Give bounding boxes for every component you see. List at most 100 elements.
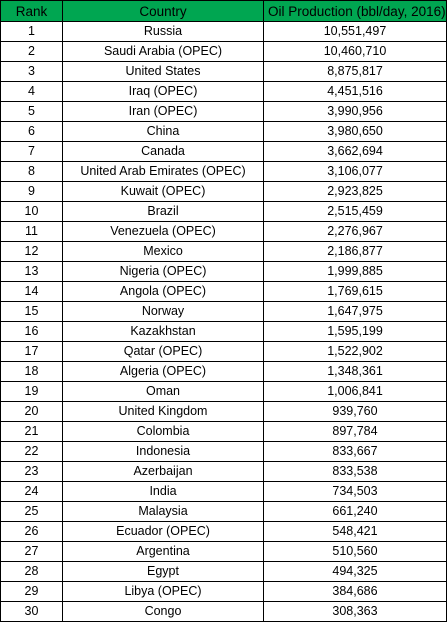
oil-production-cell: 833,538 [263,461,447,482]
oil-production-cell: 8,875,817 [263,61,447,82]
rank-cell: 24 [0,481,63,502]
oil-production-cell: 10,551,497 [263,21,447,42]
country-cell: United States [62,61,264,82]
country-cell: Mexico [62,241,264,262]
rank-cell: 27 [0,541,63,562]
table-row: 9 Kuwait (OPEC) 2,923,825 [0,181,447,202]
country-cell: India [62,481,264,502]
rank-cell: 22 [0,441,63,462]
table-row: 21 Colombia 897,784 [0,421,447,442]
rank-cell: 1 [0,21,63,42]
country-cell: Brazil [62,201,264,222]
country-cell: Azerbaijan [62,461,264,482]
country-cell: Canada [62,141,264,162]
oil-production-cell: 4,451,516 [263,81,447,102]
table-row: 26 Ecuador (OPEC) 548,421 [0,521,447,542]
rank-cell: 14 [0,281,63,302]
table-row: 4 Iraq (OPEC) 4,451,516 [0,81,447,102]
country-cell: Indonesia [62,441,264,462]
column-header-country: Country [62,0,264,22]
country-cell: Venezuela (OPEC) [62,221,264,242]
rank-cell: 26 [0,521,63,542]
table-row: 18 Algeria (OPEC) 1,348,361 [0,361,447,382]
rank-cell: 21 [0,421,63,442]
table-row: 14 Angola (OPEC) 1,769,615 [0,281,447,302]
table-row: 5 Iran (OPEC) 3,990,956 [0,101,447,122]
table-row: 1 Russia 10,551,497 [0,21,447,42]
rank-cell: 25 [0,501,63,522]
country-cell: Colombia [62,421,264,442]
table-row: 19 Oman 1,006,841 [0,381,447,402]
oil-production-cell: 1,006,841 [263,381,447,402]
oil-production-cell: 1,769,615 [263,281,447,302]
rank-cell: 8 [0,161,63,182]
oil-production-cell: 3,980,650 [263,121,447,142]
country-cell: Ecuador (OPEC) [62,521,264,542]
rank-cell: 13 [0,261,63,282]
country-cell: United Arab Emirates (OPEC) [62,161,264,182]
rank-cell: 23 [0,461,63,482]
rank-cell: 5 [0,101,63,122]
rank-cell: 16 [0,321,63,342]
table-row: 28 Egypt 494,325 [0,561,447,582]
oil-production-cell: 10,460,710 [263,41,447,62]
table-row: 29 Libya (OPEC) 384,686 [0,581,447,602]
oil-production-cell: 2,276,967 [263,221,447,242]
table-row: 7 Canada 3,662,694 [0,141,447,162]
oil-production-cell: 734,503 [263,481,447,502]
rank-cell: 4 [0,81,63,102]
rank-cell: 29 [0,581,63,602]
table-row: 10 Brazil 2,515,459 [0,201,447,222]
country-cell: Malaysia [62,501,264,522]
table-row: 3 United States 8,875,817 [0,61,447,82]
oil-production-cell: 833,667 [263,441,447,462]
table-row: 6 China 3,980,650 [0,121,447,142]
table-row: 25 Malaysia 661,240 [0,501,447,522]
table-body: 1 Russia 10,551,497 2 Saudi Arabia (OPEC) 10,… [0,21,447,622]
table-row: 20 United Kingdom 939,760 [0,401,447,422]
oil-production-cell: 2,186,877 [263,241,447,262]
rank-cell: 2 [0,41,63,62]
country-cell: Congo [62,601,264,622]
table-row: 16 Kazakhstan 1,595,199 [0,321,447,342]
rank-cell: 15 [0,301,63,322]
oil-production-cell: 308,363 [263,601,447,622]
oil-production-cell: 661,240 [263,501,447,522]
country-cell: Argentina [62,541,264,562]
table-row: 15 Norway 1,647,975 [0,301,447,322]
oil-production-cell: 1,595,199 [263,321,447,342]
oil-production-cell: 548,421 [263,521,447,542]
oil-production-cell: 2,515,459 [263,201,447,222]
oil-production-cell: 3,662,694 [263,141,447,162]
table-row: 12 Mexico 2,186,877 [0,241,447,262]
country-cell: Egypt [62,561,264,582]
rank-cell: 9 [0,181,63,202]
country-cell: Oman [62,381,264,402]
rank-cell: 20 [0,401,63,422]
country-cell: Angola (OPEC) [62,281,264,302]
rank-cell: 10 [0,201,63,222]
table-row: 17 Qatar (OPEC) 1,522,902 [0,341,447,362]
table-row: 2 Saudi Arabia (OPEC) 10,460,710 [0,41,447,62]
country-cell: Qatar (OPEC) [62,341,264,362]
oil-production-cell: 897,784 [263,421,447,442]
oil-production-cell: 510,560 [263,541,447,562]
oil-production-cell: 1,348,361 [263,361,447,382]
table-row: 30 Congo 308,363 [0,601,447,622]
rank-cell: 18 [0,361,63,382]
oil-production-cell: 3,990,956 [263,101,447,122]
country-cell: Norway [62,301,264,322]
table-row: 8 United Arab Emirates (OPEC) 3,106,077 [0,161,447,182]
rank-cell: 12 [0,241,63,262]
country-cell: Kazakhstan [62,321,264,342]
table-row: 24 India 734,503 [0,481,447,502]
rank-cell: 7 [0,141,63,162]
rank-cell: 6 [0,121,63,142]
rank-cell: 11 [0,221,63,242]
country-cell: Iraq (OPEC) [62,81,264,102]
oil-production-cell: 939,760 [263,401,447,422]
country-cell: United Kingdom [62,401,264,422]
country-cell: Kuwait (OPEC) [62,181,264,202]
oil-production-cell: 2,923,825 [263,181,447,202]
